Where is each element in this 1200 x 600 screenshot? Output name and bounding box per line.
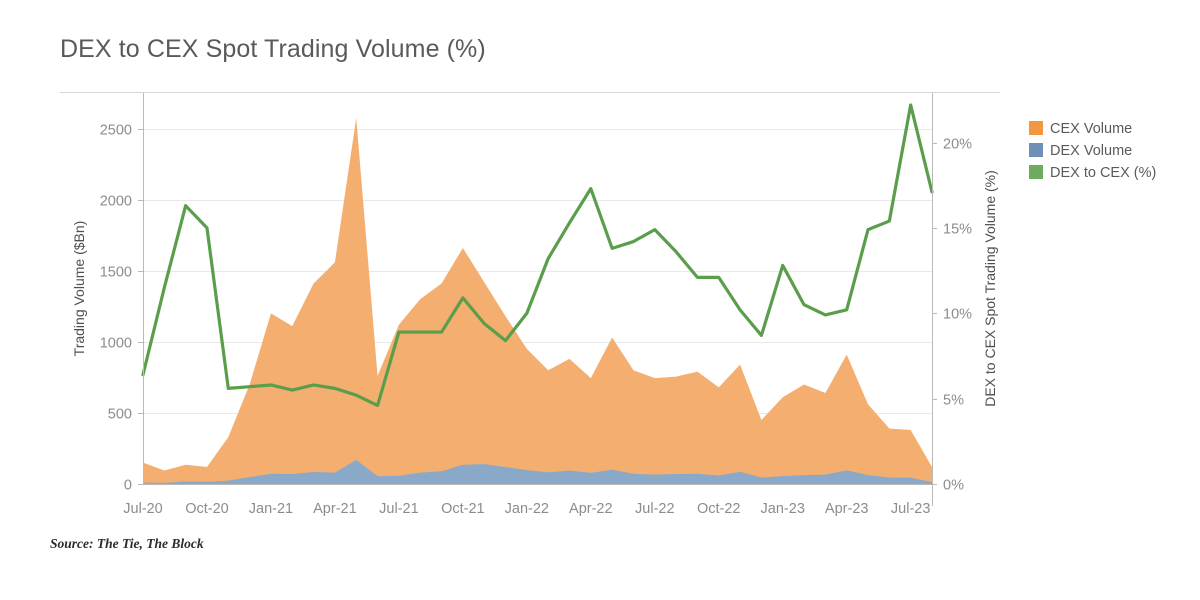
x-tick-label: Apr-21: [313, 501, 357, 517]
x-tick-label: Jan-22: [505, 501, 549, 517]
left-axis-ticks: 0 500 1000 1500 2000 2500: [100, 123, 132, 494]
legend-swatch: [1029, 165, 1043, 179]
axis-lines: [60, 92, 1000, 506]
source-note: Source: The Tie, The Block: [50, 536, 204, 551]
area-series-layer: [143, 117, 932, 484]
x-axis-ticks: Jul-20 Oct-20 Jan-21 Apr-21 Jul-21 Oct-21 Jan-…: [123, 501, 930, 517]
right-tick-label: 10%: [943, 307, 972, 323]
dex-volume-area: [143, 459, 932, 484]
right-axis-ticks: 0% 5% 10% 15% 20%: [943, 137, 972, 494]
right-tick-label: 0%: [943, 478, 964, 494]
legend-swatch: [1029, 143, 1043, 157]
left-axis-title: Trading Volume ($Bn): [71, 221, 87, 357]
x-tick-label: Oct-20: [185, 501, 229, 517]
x-tick-label: Jul-22: [635, 501, 675, 517]
legend-label: DEX to CEX (%): [1050, 165, 1156, 181]
legend: CEX Volume DEX Volume DEX to CEX (%): [1029, 121, 1156, 181]
legend-swatch: [1029, 121, 1043, 135]
x-tick-label: Jul-21: [379, 501, 419, 517]
left-tick-label: 500: [108, 407, 132, 423]
x-tick-label: Oct-21: [441, 501, 485, 517]
x-tick-label: Jul-20: [123, 501, 163, 517]
right-tick-label: 5%: [943, 393, 964, 409]
cex-volume-area: [143, 117, 932, 484]
dex-to-cex-percent-line: [141, 103, 934, 408]
legend-label: DEX Volume: [1050, 143, 1132, 159]
right-tick-label: 20%: [943, 137, 972, 153]
left-tick-label: 2000: [100, 194, 132, 210]
left-tick-label: 0: [124, 478, 132, 494]
axis-titles: Trading Volume ($Bn) DEX to CEX Spot Trad…: [71, 170, 998, 407]
x-tick-label: Jan-21: [249, 501, 293, 517]
right-axis-title: DEX to CEX Spot Trading Volume (%): [982, 170, 998, 407]
x-tick-label: Oct-22: [697, 501, 741, 517]
x-tick-label: Apr-23: [825, 501, 869, 517]
x-tick-label: Jul-23: [891, 501, 931, 517]
legend-label: CEX Volume: [1050, 121, 1132, 137]
line-series-layer: [141, 103, 934, 408]
x-tick-label: Jan-23: [761, 501, 805, 517]
left-tick-label: 1000: [100, 336, 132, 352]
left-tick-label: 2500: [100, 123, 132, 139]
right-tick-label: 15%: [943, 222, 972, 238]
left-tick-label: 1500: [100, 265, 132, 281]
page-title: DEX to CEX Spot Trading Volume (%): [60, 35, 486, 63]
x-tick-label: Apr-22: [569, 501, 613, 517]
